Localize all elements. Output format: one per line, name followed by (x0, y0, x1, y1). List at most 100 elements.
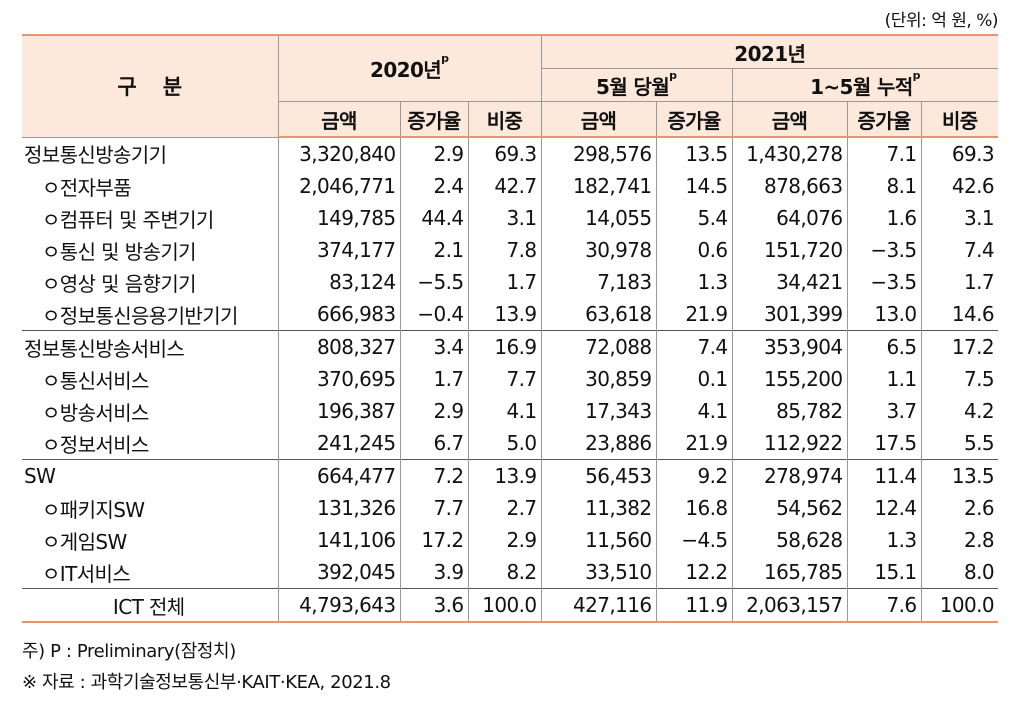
cell-amay: 33,510 (540, 556, 657, 589)
cell-scum: 17.2 (920, 330, 999, 363)
cell-g2020: 44.4 (399, 202, 469, 234)
cell-gcum: 17.5 (846, 427, 922, 460)
cell-a2020: 2,046,771 (277, 170, 401, 202)
cell-acum: 54,562 (731, 492, 848, 524)
cell-acum: 58,628 (731, 524, 848, 556)
header-share: 비중 (467, 101, 542, 138)
cell-amay: 72,088 (540, 330, 657, 363)
cell-acum: 64,076 (731, 202, 848, 234)
cell-g2020: 3.9 (399, 556, 469, 589)
header-growth: 증가율 (399, 101, 469, 138)
table-row: ㅇ패키지SW 131,326 7.7 2.7 11,382 16.8 54,562 12.4 2… (22, 492, 999, 524)
cell-g2020: 2.9 (399, 136, 469, 170)
cell-gmay: 0.1 (655, 363, 733, 395)
row-label: ㅇ패키지SW (22, 492, 279, 524)
row-label: ㅇ정보서비스 (22, 427, 279, 460)
cell-a2020: 149,785 (277, 202, 401, 234)
cell-gmay: 0.6 (655, 234, 733, 266)
header-cumulative: 1~5월 누적p (731, 68, 999, 102)
cell-g2020: −0.4 (399, 298, 469, 331)
cell-amay: 23,886 (540, 427, 657, 460)
cell-amay: 11,560 (540, 524, 657, 556)
table-header: 구분 2020년p 2021년 5월 당월p 1~5월 누적p 금액 증가율 비… (22, 34, 999, 138)
row-label: ICT 전체 (22, 588, 279, 623)
cell-a2020: 131,326 (277, 492, 401, 524)
cell-g2020: 2.9 (399, 395, 469, 427)
unit-label: (단위: 억 원, %) (884, 11, 999, 31)
cell-gcum: 11.4 (846, 459, 922, 492)
cell-acum: 165,785 (731, 556, 848, 589)
cell-g2020: 7.2 (399, 459, 469, 492)
cell-scum: 4.2 (920, 395, 999, 427)
cell-gmay: 21.9 (655, 298, 733, 331)
cell-gcum: 8.1 (846, 170, 922, 202)
cell-gmay: 4.1 (655, 395, 733, 427)
row-label: ㅇIT서비스 (22, 556, 279, 589)
header-year-2020: 2020년p (277, 34, 542, 102)
cell-a2020: 3,320,840 (277, 136, 401, 170)
cell-acum: 155,200 (731, 363, 848, 395)
cell-acum: 151,720 (731, 234, 848, 266)
cell-s2020: 5.0 (467, 427, 542, 460)
cell-scum: 8.0 (920, 556, 999, 589)
row-label: 정보통신방송기기 (22, 136, 279, 170)
cell-gcum: 1.1 (846, 363, 922, 395)
table-row: ㅇ통신서비스 370,695 1.7 7.7 30,859 0.1 155,200 1.1 7.… (22, 363, 999, 395)
table-row: ㅇ방송서비스 196,387 2.9 4.1 17,343 4.1 85,782 3.7 4.2 (22, 395, 999, 427)
cell-gmay: 13.5 (655, 136, 733, 170)
cell-gcum: 7.1 (846, 136, 922, 170)
header-amount: 금액 (540, 101, 657, 138)
cell-scum: 7.5 (920, 363, 999, 395)
table-row: 정보통신방송서비스 808,327 3.4 16.9 72,088 7.4 353,904 6… (22, 330, 999, 363)
cell-amay: 56,453 (540, 459, 657, 492)
header-may: 5월 당월p (541, 68, 733, 102)
row-label: SW (22, 459, 279, 492)
cell-gcum: 1.3 (846, 524, 922, 556)
header-share: 비중 (920, 101, 999, 138)
cell-acum: 353,904 (731, 330, 848, 363)
table-row: ㅇ정보통신응용기반기기 666,983 −0.4 13.9 63,618 21.9 301,… (22, 298, 999, 331)
row-label: ㅇ전자부품 (22, 170, 279, 202)
cell-gcum: 1.6 (846, 202, 922, 234)
cell-acum: 34,421 (731, 266, 848, 298)
footnote-preliminary: 주) P : Preliminary(잠정치) (22, 641, 236, 662)
row-label: ㅇ통신서비스 (22, 363, 279, 395)
cell-scum: 14.6 (920, 298, 999, 331)
cell-acum: 1,430,278 (731, 136, 848, 170)
row-label: ㅇ컴퓨터 및 주변기기 (22, 202, 279, 234)
ict-export-table: 구분 2020년p 2021년 5월 당월p 1~5월 누적p 금액 증가율 비… (22, 34, 999, 623)
cell-scum: 100.0 (920, 588, 999, 623)
cell-g2020: 3.6 (399, 588, 469, 623)
cell-gmay: 16.8 (655, 492, 733, 524)
cell-g2020: 17.2 (399, 524, 469, 556)
cell-s2020: 1.7 (467, 266, 542, 298)
cell-scum: 69.3 (920, 136, 999, 170)
row-label: ㅇ방송서비스 (22, 395, 279, 427)
row-label: ㅇ게임SW (22, 524, 279, 556)
cell-amay: 63,618 (540, 298, 657, 331)
cell-s2020: 4.1 (467, 395, 542, 427)
table-row: ㅇ영상 및 음향기기 83,124 −5.5 1.7 7,183 1.3 34,421 −3.… (22, 266, 999, 298)
cell-g2020: −5.5 (399, 266, 469, 298)
cell-amay: 7,183 (540, 266, 657, 298)
table-row: ㅇ전자부품 2,046,771 2.4 42.7 182,741 14.5 878,663 8… (22, 170, 999, 202)
header-growth: 증가율 (846, 101, 922, 138)
table-row: ㅇ컴퓨터 및 주변기기 149,785 44.4 3.1 14,055 5.4 64,076… (22, 202, 999, 234)
cell-gcum: −3.5 (846, 234, 922, 266)
cell-s2020: 8.2 (467, 556, 542, 589)
cell-s2020: 42.7 (467, 170, 542, 202)
cell-s2020: 7.8 (467, 234, 542, 266)
cell-scum: 2.6 (920, 492, 999, 524)
cell-a2020: 808,327 (277, 330, 401, 363)
cell-gcum: 3.7 (846, 395, 922, 427)
cell-scum: 5.5 (920, 427, 999, 460)
cell-amay: 427,116 (540, 588, 657, 623)
table-row: ㅇ통신 및 방송기기 374,177 2.1 7.8 30,978 0.6 151,720−… (22, 234, 999, 266)
cell-g2020: 6.7 (399, 427, 469, 460)
header-growth: 증가율 (655, 101, 733, 138)
row-label: ㅇ정보통신응용기반기기 (22, 298, 279, 331)
row-label: ㅇ통신 및 방송기기 (22, 234, 279, 266)
cell-amay: 14,055 (540, 202, 657, 234)
cell-acum: 278,974 (731, 459, 848, 492)
cell-amay: 182,741 (540, 170, 657, 202)
